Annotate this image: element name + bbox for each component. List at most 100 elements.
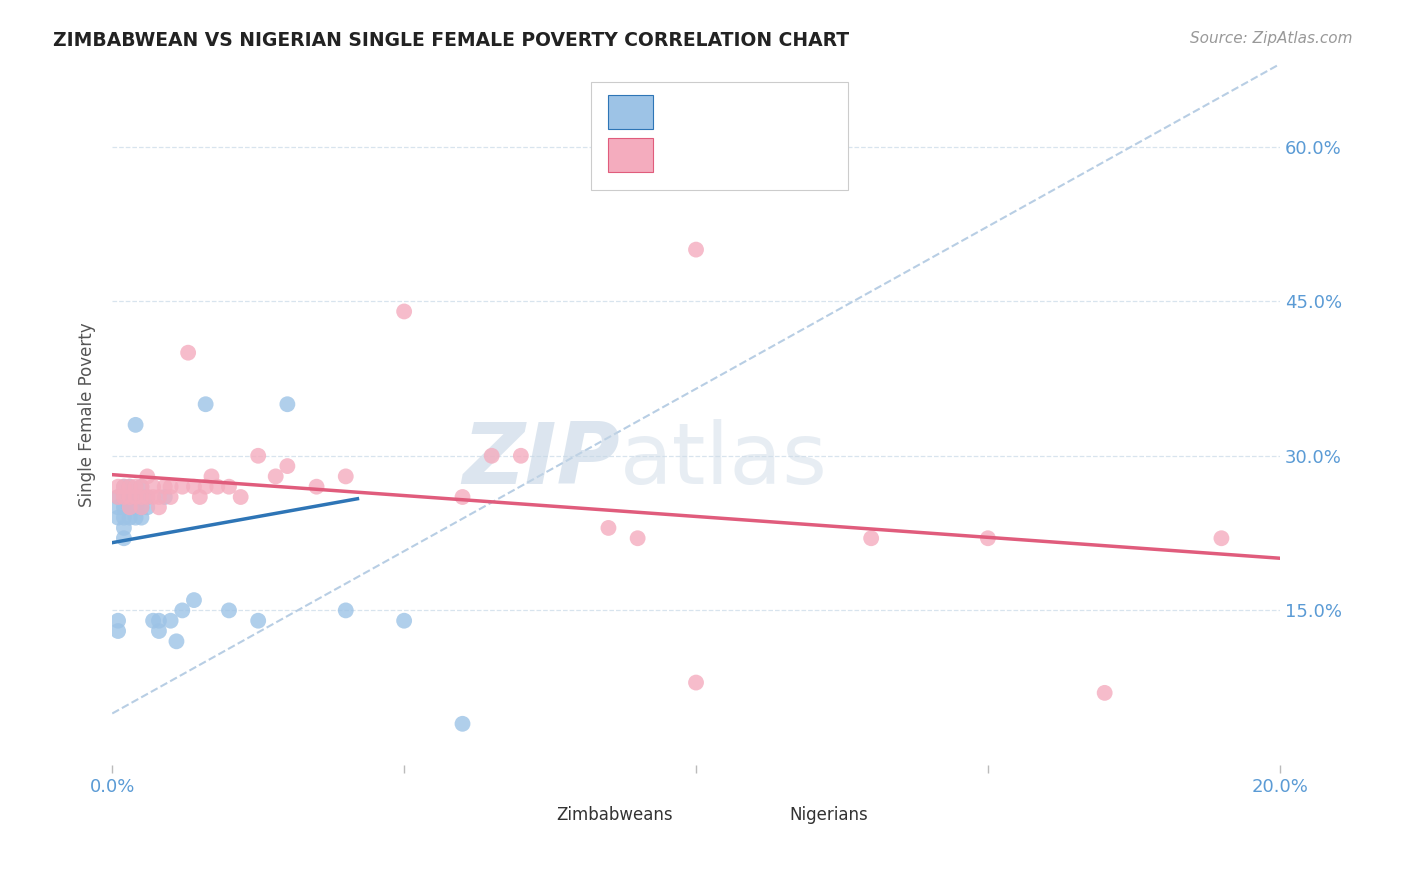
Point	[194, 480, 217, 494]
Point	[481, 449, 503, 463]
Point	[107, 500, 129, 515]
Point	[142, 490, 165, 504]
Point	[148, 624, 170, 638]
FancyBboxPatch shape	[609, 95, 652, 128]
Point	[124, 510, 146, 524]
Point	[142, 480, 165, 494]
Point	[124, 500, 146, 515]
Point	[124, 490, 146, 504]
Point	[131, 500, 153, 515]
Point	[177, 345, 200, 359]
Point	[159, 490, 181, 504]
Point	[118, 490, 141, 504]
Y-axis label: Single Female Poverty: Single Female Poverty	[79, 322, 96, 507]
FancyBboxPatch shape	[591, 81, 848, 190]
Text: atlas: atlas	[620, 418, 828, 501]
Point	[131, 500, 153, 515]
Point	[229, 490, 252, 504]
Point	[172, 603, 194, 617]
Point	[124, 417, 146, 432]
Point	[451, 716, 474, 731]
Point	[276, 459, 298, 474]
Point	[218, 480, 240, 494]
Point	[118, 500, 141, 515]
Point	[685, 243, 707, 257]
Point	[148, 500, 170, 515]
Text: R = 0.329: R = 0.329	[671, 103, 754, 120]
Point	[172, 480, 194, 494]
Point	[627, 531, 650, 545]
Point	[1094, 686, 1116, 700]
Point	[107, 480, 129, 494]
Point	[159, 480, 181, 494]
Point	[977, 531, 1000, 545]
FancyBboxPatch shape	[609, 138, 652, 172]
Point	[166, 634, 188, 648]
Point	[118, 480, 141, 494]
Point	[305, 480, 328, 494]
Point	[112, 531, 135, 545]
Point	[107, 510, 129, 524]
Point	[264, 469, 287, 483]
Point	[112, 490, 135, 504]
Point	[136, 469, 159, 483]
Point	[112, 480, 135, 494]
Point	[194, 397, 217, 411]
Text: Nigerians: Nigerians	[789, 806, 868, 824]
Text: ZIP: ZIP	[463, 418, 620, 501]
Point	[124, 490, 146, 504]
Point	[183, 593, 205, 607]
Point	[509, 449, 531, 463]
Point	[107, 614, 129, 628]
Point	[118, 500, 141, 515]
Point	[335, 469, 357, 483]
Point	[335, 603, 357, 617]
Point	[153, 490, 176, 504]
Point	[112, 510, 135, 524]
Point	[392, 304, 415, 318]
Point	[142, 614, 165, 628]
Point	[124, 480, 146, 494]
Text: ZIMBABWEAN VS NIGERIAN SINGLE FEMALE POVERTY CORRELATION CHART: ZIMBABWEAN VS NIGERIAN SINGLE FEMALE POV…	[53, 31, 849, 50]
Point	[112, 500, 135, 515]
Point	[598, 521, 620, 535]
Text: R = 0.021: R = 0.021	[671, 146, 754, 164]
Point	[131, 490, 153, 504]
Point	[392, 614, 415, 628]
Point	[136, 490, 159, 504]
Point	[118, 490, 141, 504]
Point	[153, 480, 176, 494]
Point	[112, 480, 135, 494]
Point	[131, 480, 153, 494]
Point	[112, 521, 135, 535]
Point	[207, 480, 229, 494]
Point	[148, 614, 170, 628]
Point	[451, 490, 474, 504]
Point	[183, 480, 205, 494]
Point	[112, 490, 135, 504]
Text: Source: ZipAtlas.com: Source: ZipAtlas.com	[1189, 31, 1353, 46]
Text: N = 47: N = 47	[779, 146, 841, 164]
Point	[136, 490, 159, 504]
Point	[148, 490, 170, 504]
Point	[107, 490, 129, 504]
Point	[218, 603, 240, 617]
Text: N = 42: N = 42	[779, 103, 841, 120]
Point	[136, 500, 159, 515]
Text: Zimbabweans: Zimbabweans	[555, 806, 672, 824]
Point	[1211, 531, 1233, 545]
Point	[131, 480, 153, 494]
Point	[860, 531, 883, 545]
Point	[118, 510, 141, 524]
Point	[107, 490, 129, 504]
Point	[247, 449, 270, 463]
Point	[118, 500, 141, 515]
Point	[200, 469, 222, 483]
Point	[159, 614, 181, 628]
Point	[685, 675, 707, 690]
FancyBboxPatch shape	[748, 803, 783, 831]
Point	[247, 614, 270, 628]
Point	[598, 119, 620, 133]
Point	[131, 510, 153, 524]
FancyBboxPatch shape	[515, 803, 550, 831]
